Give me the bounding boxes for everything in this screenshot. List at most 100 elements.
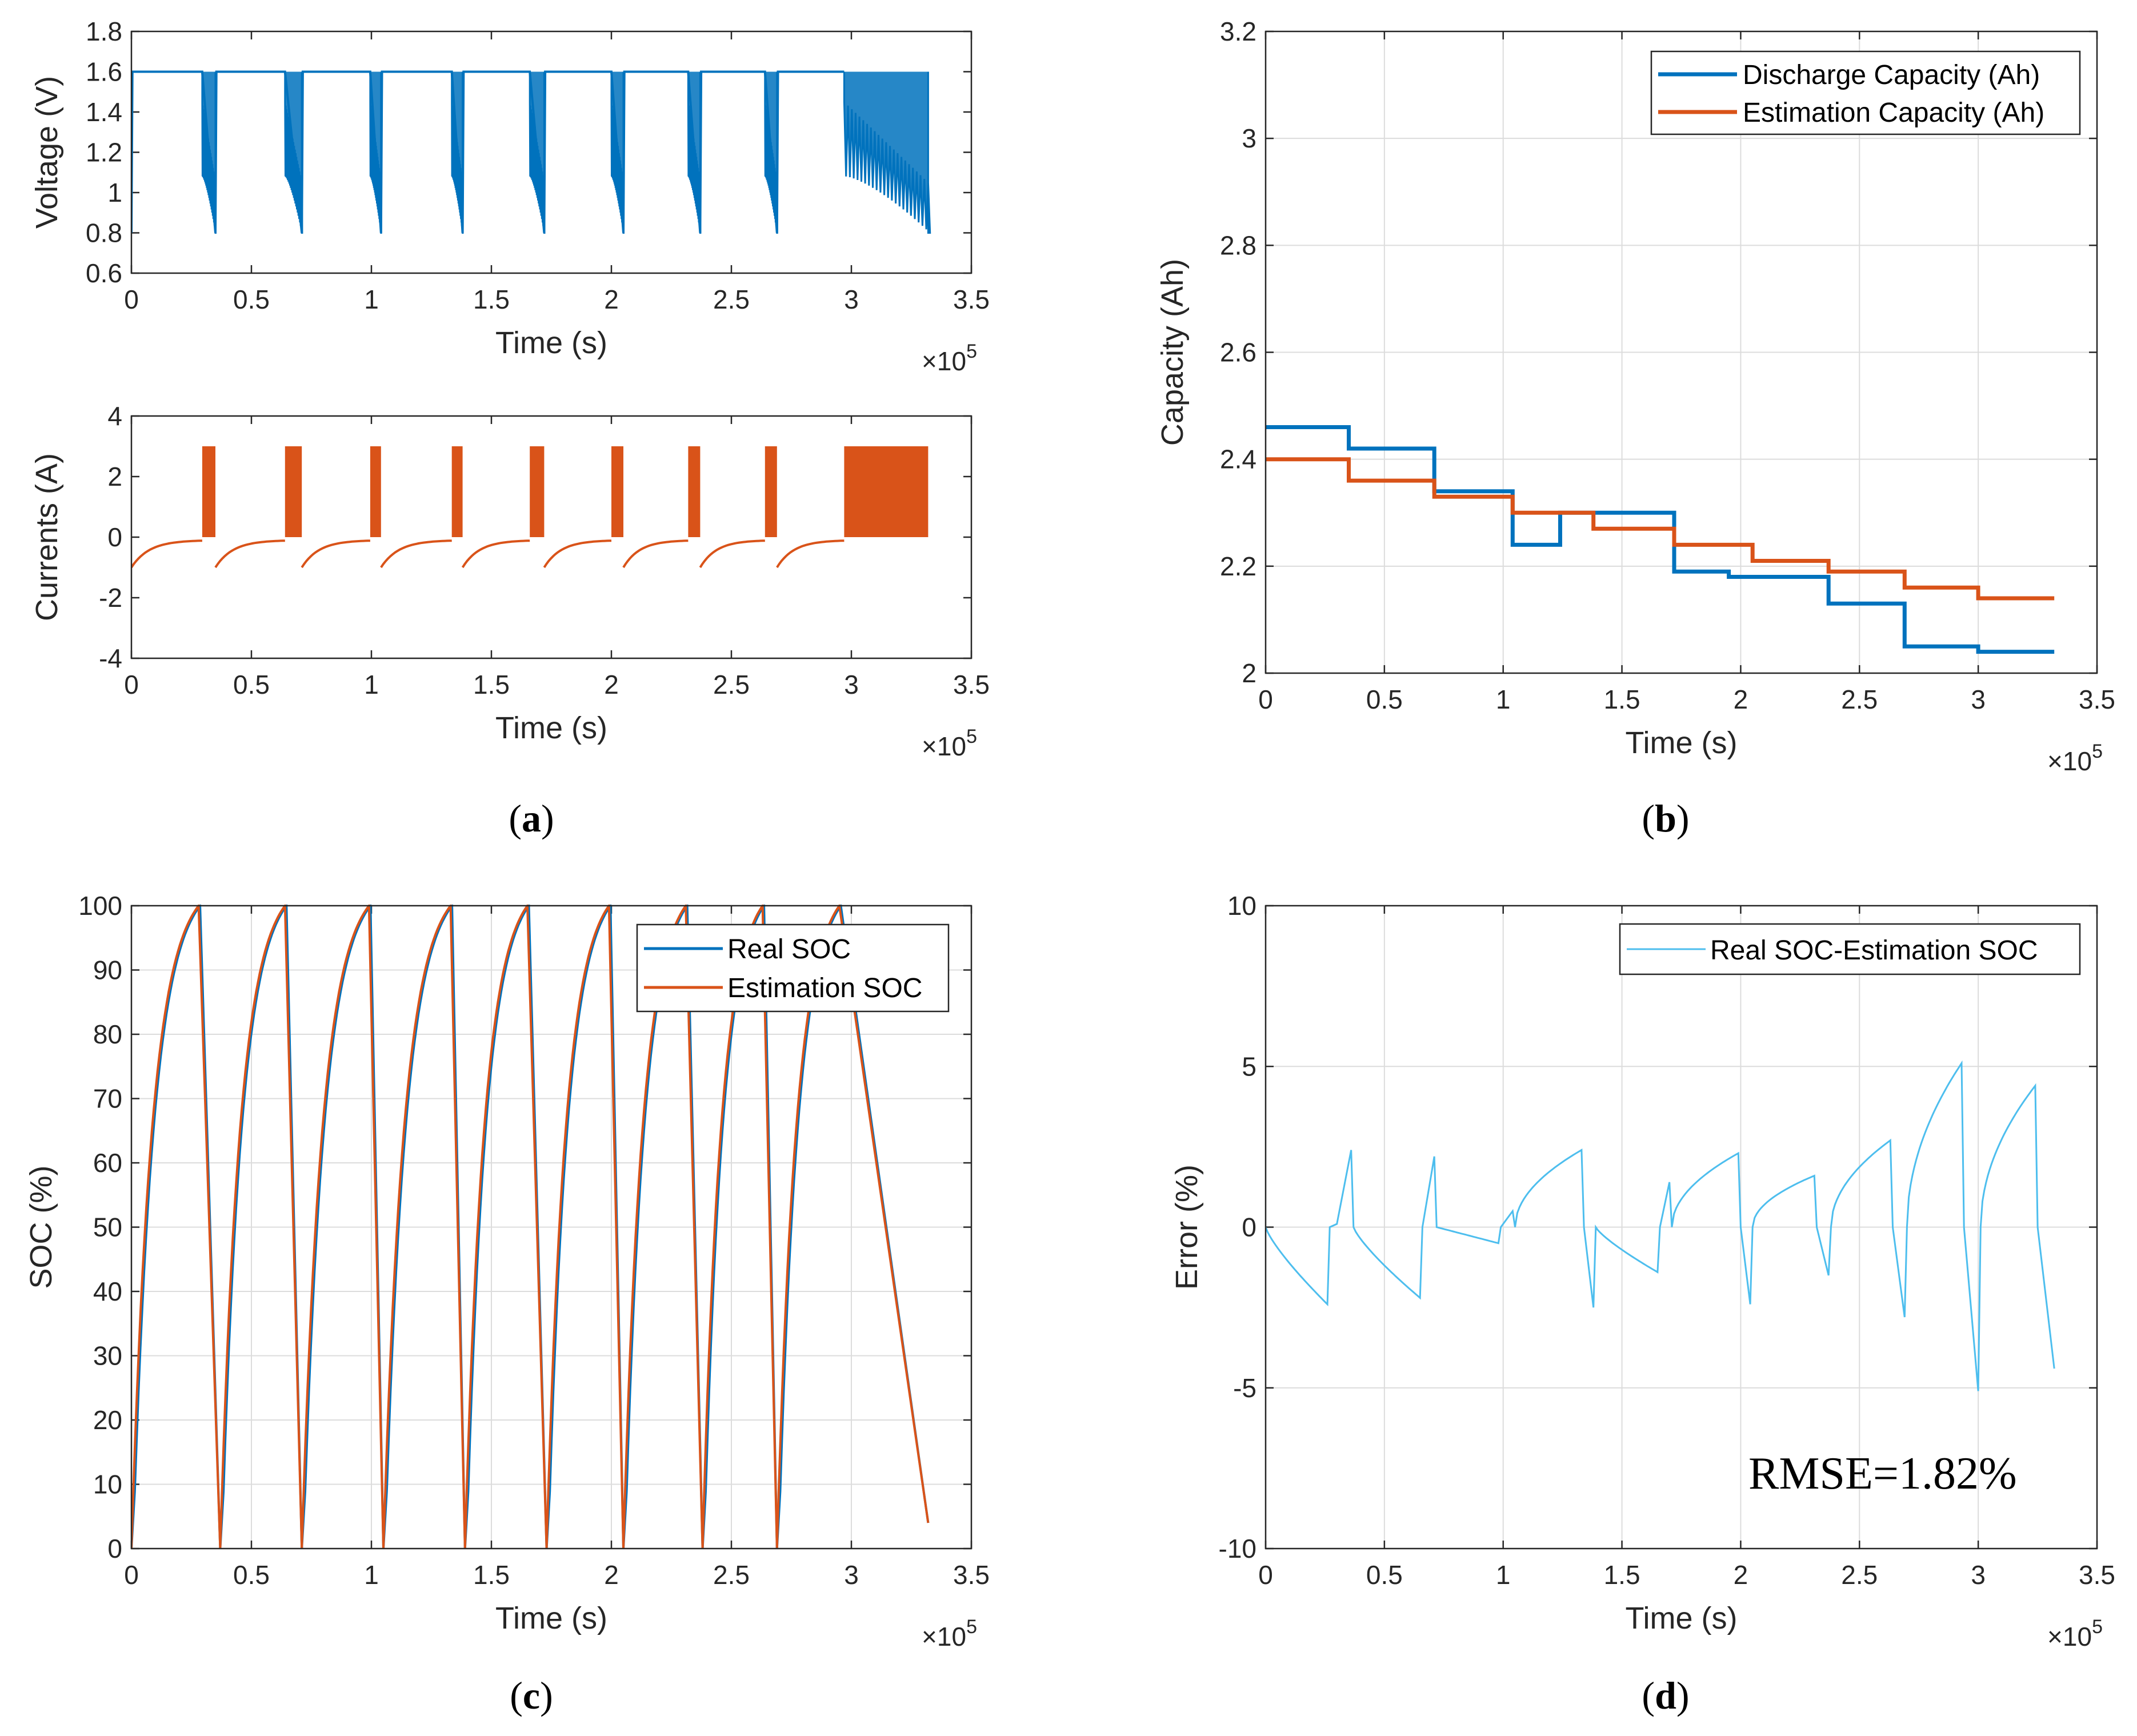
- x-tick-label: 3: [844, 285, 859, 314]
- y-axis-label: Voltage (V): [30, 76, 64, 229]
- caption-d: (d): [1642, 1674, 1689, 1717]
- x-tick-label: 0.5: [233, 285, 270, 314]
- series-layer: [1266, 1060, 2055, 1391]
- y-tick-label: 0: [107, 522, 122, 552]
- voltage-discharge-burst: [369, 71, 382, 234]
- x-exponent-label: ×105: [922, 341, 977, 376]
- y-tick-label: 30: [93, 1341, 122, 1371]
- capacity-plot: 0 0.5 1 1.5 2 2.5 3 3.5 2 2.2 2.4 2.6 2.8 3 3.2 Time (s…: [1155, 17, 2115, 776]
- axes-frame: [130, 415, 973, 659]
- x-tick-label: 3: [1971, 685, 1986, 714]
- x-tick-label: 3: [844, 1560, 859, 1590]
- caption-b: (b): [1642, 797, 1689, 840]
- x-tick-label: 0: [124, 1560, 139, 1590]
- x-axis-label: Time (s): [1626, 1601, 1738, 1635]
- current-pulse-block: [688, 446, 701, 537]
- x-tick-label: 1: [1496, 685, 1511, 714]
- y-tick-label: 0.6: [86, 258, 122, 288]
- y-tick-label: 0.8: [86, 218, 122, 248]
- series-layer: [1266, 425, 2055, 654]
- y-tick-label: 3.2: [1220, 17, 1256, 46]
- x-tick-label: 2: [604, 670, 619, 699]
- capacity-series-line: [1266, 457, 2055, 601]
- y-axis-label: SOC (%): [24, 1166, 58, 1289]
- axes-frame: [130, 905, 973, 1550]
- y-tick-label: 50: [93, 1213, 122, 1242]
- y-tick-label: 2.2: [1220, 551, 1256, 581]
- x-axis-label: Time (s): [495, 711, 607, 745]
- x-tick-label: 1.5: [473, 285, 510, 314]
- y-tick-label: 0: [107, 1534, 122, 1563]
- y-tick-label: 40: [93, 1277, 122, 1306]
- legend-label: Discharge Capacity (Ah): [1743, 60, 2040, 90]
- voltage-discharge-burst: [687, 71, 702, 234]
- current-pulse-block: [451, 446, 463, 537]
- current-pulse-block: [202, 446, 215, 537]
- x-exponent-label: ×105: [922, 1616, 977, 1651]
- x-tick-label: 1.5: [473, 670, 510, 699]
- y-axis-label: Error (%): [1170, 1165, 1204, 1290]
- x-tick-label: 0.5: [1366, 1560, 1403, 1590]
- x-tick-label: 3.5: [953, 285, 990, 314]
- x-axis-label: Time (s): [495, 1601, 607, 1635]
- x-tick-label: 0: [1258, 685, 1273, 714]
- voltage-discharge-burst: [284, 71, 303, 234]
- caption-c: (c): [510, 1674, 553, 1717]
- y-tick-label: 70: [93, 1084, 122, 1114]
- x-axis-label: Time (s): [1626, 726, 1738, 760]
- voltage-discharge-burst: [764, 71, 778, 234]
- y-axis-label: Capacity (Ah): [1155, 259, 1190, 446]
- y-tick-label: 1.6: [86, 57, 122, 87]
- voltage-discharge-burst: [610, 71, 625, 234]
- y-tick-label: 4: [107, 401, 122, 431]
- voltage-discharge-burst: [843, 71, 931, 234]
- y-tick-label: 0: [1242, 1213, 1256, 1242]
- legend-label: Estimation SOC: [727, 973, 922, 1003]
- y-tick-label: 10: [93, 1470, 122, 1499]
- x-tick-label: 0.5: [1366, 685, 1403, 714]
- current-charge-curve: [622, 539, 689, 569]
- y-tick-label: -10: [1219, 1534, 1256, 1563]
- current-pulse-block: [844, 446, 929, 537]
- current-charge-curve: [776, 539, 845, 569]
- y-tick-label: 100: [78, 891, 122, 921]
- legend-box: [636, 923, 950, 1013]
- current-pulse-block: [370, 446, 381, 537]
- y-axis-label: Currents (A): [30, 453, 64, 621]
- x-tick-label: 2: [604, 285, 619, 314]
- x-exponent-label: ×105: [2047, 741, 2103, 776]
- y-tick-label: -2: [99, 583, 122, 613]
- x-tick-label: 1.5: [473, 1560, 510, 1590]
- y-tick-label: 1: [107, 178, 122, 207]
- x-tick-label: 2.5: [713, 285, 750, 314]
- axes-frame: [130, 30, 973, 274]
- y-tick-label: 2.6: [1220, 338, 1256, 367]
- y-tick-label: 1.2: [86, 138, 122, 167]
- legend-label: Real SOC: [727, 934, 851, 965]
- error-plot: 0 0.5 1 1.5 2 2.5 3 3.5 -10 -5 0 5 10 Time (s) Error (…: [1170, 891, 2115, 1651]
- x-exponent-label: ×105: [2047, 1616, 2103, 1651]
- y-tick-label: 1.8: [86, 17, 122, 46]
- x-tick-label: 3.5: [953, 1560, 990, 1590]
- x-tick-label: 0: [124, 670, 139, 699]
- legend-label: Estimation Capacity (Ah): [1743, 98, 2044, 128]
- x-tick-label: 0: [1258, 1560, 1273, 1590]
- y-tick-label: 3: [1242, 123, 1256, 153]
- current-pulse-block: [611, 446, 623, 537]
- y-tick-label: 10: [1227, 891, 1256, 921]
- current-charge-curve: [543, 539, 612, 569]
- voltage-discharge-burst: [529, 71, 546, 234]
- series-layer: [131, 70, 931, 234]
- plot-area: [131, 416, 971, 658]
- current-charge-curve: [461, 539, 530, 569]
- x-tick-label: 3: [1971, 1560, 1986, 1590]
- y-tick-label: -4: [99, 643, 122, 673]
- axes-frame: [1264, 905, 2098, 1550]
- y-tick-label: 5: [1242, 1051, 1256, 1081]
- current-charge-curve: [380, 539, 452, 569]
- y-tick-label: 2: [1242, 658, 1256, 688]
- series-layer: [131, 446, 929, 569]
- voltage-discharge-burst: [451, 71, 464, 234]
- x-tick-label: 3: [844, 670, 859, 699]
